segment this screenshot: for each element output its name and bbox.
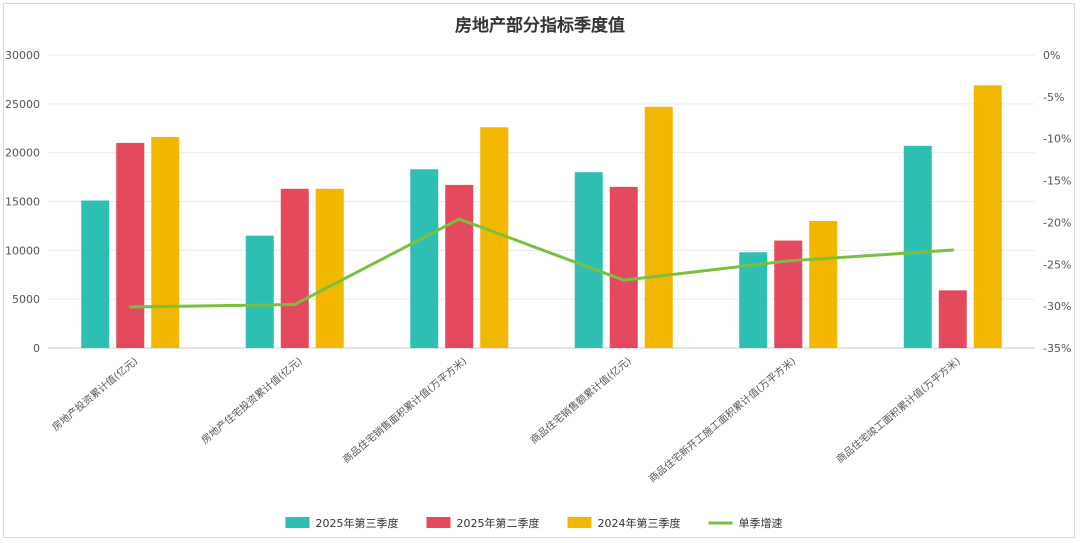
y-tick-label: 25000 <box>5 98 40 111</box>
y-tick-label: 10000 <box>5 244 40 257</box>
legend-label: 2024年第三季度 <box>598 516 681 530</box>
chart-title: 房地产部分指标季度值 <box>455 15 625 36</box>
y2-axis: 0% -5% -10% -15% -20% -25% -30% -35% <box>1043 49 1071 355</box>
y2-tick-label: -5% <box>1043 91 1064 104</box>
bar-series1-cat5 <box>739 252 768 348</box>
y-tick-label: 30000 <box>5 49 40 62</box>
y-tick-label: 15000 <box>5 196 40 209</box>
bar-series3-cat1 <box>151 137 180 348</box>
bar-series2-cat6 <box>938 290 967 348</box>
y-tick-label: 20000 <box>5 147 40 160</box>
bar-series3-cat4 <box>644 106 673 348</box>
grid <box>48 54 1035 349</box>
bars <box>81 85 1002 348</box>
bar-series1-cat6 <box>903 145 932 348</box>
chart-frame <box>3 3 1075 538</box>
legend-swatch <box>567 517 592 528</box>
legend: 2025年第三季度 2025年第二季度 2024年第三季度 单季增速 <box>285 516 783 530</box>
bar-series2-cat4 <box>609 186 638 348</box>
bar-series3-cat2 <box>315 188 344 348</box>
x-tick-label: 商品住宅销售额累计值(亿元) <box>527 354 633 446</box>
y2-tick-label: -35% <box>1043 342 1071 355</box>
x-tick-label: 商品住宅竣工面积累计值(万平方米) <box>833 354 962 465</box>
y2-tick-label: -25% <box>1043 258 1071 271</box>
legend-swatch <box>285 517 310 528</box>
x-tick-label: 房地产住宅投资累计值(亿元) <box>198 354 304 446</box>
bar-series2-cat3 <box>445 184 474 348</box>
y2-tick-label: 0% <box>1043 49 1060 62</box>
y2-tick-label: -30% <box>1043 300 1071 313</box>
bar-series2-cat2 <box>280 188 309 348</box>
legend-label: 2025年第三季度 <box>316 516 399 530</box>
x-tick-label: 商品住宅新开工施工面积累计值(万平方米) <box>646 354 798 485</box>
bar-series3-cat6 <box>973 85 1002 348</box>
growth-point-1 <box>128 305 132 309</box>
growth-point-5 <box>786 259 790 263</box>
bar-series3-cat3 <box>480 127 509 348</box>
x-tick-label: 房地产投资累计值(亿元) <box>49 354 140 433</box>
bar-series1-cat4 <box>574 172 603 348</box>
bar-series1-cat2 <box>245 235 274 348</box>
growth-point-2 <box>293 302 297 306</box>
y2-tick-label: -10% <box>1043 133 1071 146</box>
x-tick-label: 商品住宅销售面积累计值(万平方米) <box>340 354 469 465</box>
y-axis: 0 5000 10000 15000 20000 25000 30000 <box>5 49 40 355</box>
y-tick-label: 5000 <box>12 293 40 306</box>
bar-series1-cat3 <box>410 169 439 348</box>
legend-label: 单季增速 <box>739 516 783 530</box>
x-axis: 房地产投资累计值(亿元) 房地产住宅投资累计值(亿元) 商品住宅销售面积累计值(万平… <box>49 354 963 485</box>
bar-series2-cat5 <box>774 240 803 348</box>
growth-point-6 <box>951 248 955 252</box>
bar-series2-cat1 <box>116 142 145 348</box>
y2-tick-label: -15% <box>1043 175 1071 188</box>
y2-tick-label: -20% <box>1043 216 1071 229</box>
growth-point-4 <box>622 278 626 282</box>
legend-swatch <box>426 517 451 528</box>
growth-line-path <box>130 217 953 309</box>
legend-label: 2025年第二季度 <box>457 516 540 530</box>
bar-series1-cat1 <box>81 200 110 348</box>
growth-line <box>128 217 955 309</box>
y-tick-label: 0 <box>33 342 40 355</box>
growth-point-3 <box>457 217 461 221</box>
bar-series3-cat5 <box>809 221 838 348</box>
